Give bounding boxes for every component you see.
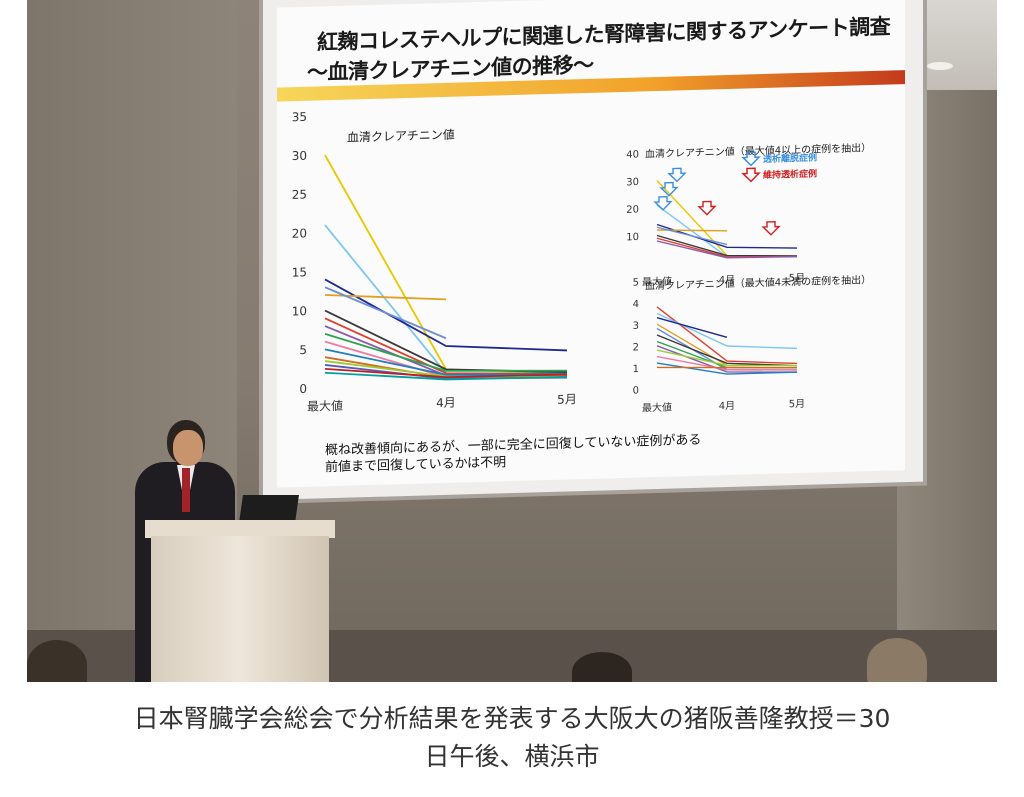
y-tick-label: 2	[633, 342, 639, 353]
photo-caption: 日本腎臓学会総会で分析結果を発表する大阪大の猪阪善隆教授＝30 日午後、横浜市	[0, 700, 1024, 776]
chart-title: 血清クレアチニン値	[347, 127, 455, 145]
x-tick-label: 5月	[789, 398, 805, 410]
caption-line-2: 日午後、横浜市	[424, 742, 600, 771]
legend-label: 透析離脱症例	[763, 152, 817, 166]
speaker-face	[173, 430, 203, 466]
series-line	[324, 348, 568, 376]
y-tick-label: 15	[292, 265, 307, 279]
audience-head	[867, 638, 927, 682]
y-tick-label: 20	[626, 204, 639, 215]
series-line	[656, 366, 798, 369]
y-tick-label: 40	[626, 149, 639, 160]
series-line	[324, 371, 568, 381]
series-line	[656, 355, 798, 371]
series-line	[656, 226, 728, 246]
y-tick-label: 35	[292, 110, 307, 124]
y-tick-label: 5	[633, 277, 639, 288]
y-tick-label: 4	[633, 299, 639, 310]
x-tick-label: 5月	[557, 392, 577, 407]
x-tick-label: 4月	[436, 396, 456, 411]
series-line	[656, 312, 798, 350]
podium	[151, 536, 329, 682]
y-tick-label: 30	[626, 177, 639, 188]
series-line	[656, 317, 728, 339]
series-line	[324, 333, 568, 372]
podium-top	[145, 520, 335, 538]
speaker-tie	[182, 468, 190, 512]
y-tick-label: 1	[633, 364, 639, 375]
case-arrow-icon	[653, 195, 673, 211]
x-tick-label: 最大値	[642, 275, 672, 289]
ceiling-light	[927, 62, 953, 70]
x-tick-label: 4月	[719, 274, 735, 286]
y-tick-label: 0	[633, 385, 639, 396]
series-line	[656, 240, 798, 259]
series-line	[656, 306, 798, 365]
projection-screen: 紅麹コレステヘルプに関連した腎障害に関するアンケート調査 ～血清クレアチニン値の…	[263, 0, 923, 501]
series-line	[656, 334, 798, 367]
x-tick-label: 最大値	[642, 401, 672, 415]
y-tick-label: 0	[299, 382, 307, 396]
series-line	[324, 278, 568, 352]
audience-head	[27, 640, 87, 682]
y-tick-label: 10	[626, 232, 639, 243]
series-line	[656, 362, 797, 375]
legend-arrow-icon	[741, 167, 761, 183]
y-tick-label: 20	[292, 226, 307, 240]
audience-head	[572, 652, 632, 682]
slide-title: 紅麹コレステヘルプに関連した腎障害に関するアンケート調査	[317, 14, 891, 55]
case-arrow-icon	[761, 220, 781, 236]
x-tick-label: 5月	[789, 272, 805, 284]
slide: 紅麹コレステヘルプに関連した腎障害に関するアンケート調査 ～血清クレアチニン値の…	[277, 0, 905, 488]
series-line	[656, 349, 798, 367]
laptop	[239, 495, 299, 523]
y-tick-label: 5	[299, 343, 307, 357]
legend-label: 維持透析症例	[763, 168, 817, 182]
x-tick-label: 最大値	[307, 398, 343, 414]
case-arrow-icon	[659, 181, 679, 197]
case-arrow-icon	[697, 200, 717, 216]
chart-title: 血清クレアチニン値（最大値4未満の症例を抽出）	[645, 273, 871, 292]
photo: 紅麹コレステヘルプに関連した腎障害に関するアンケート調査 ～血清クレアチニン値の…	[27, 0, 997, 682]
series-line	[656, 234, 798, 257]
case-arrow-icon	[667, 167, 687, 183]
series-line	[324, 294, 447, 301]
series-line	[324, 286, 447, 340]
y-tick-label: 30	[292, 149, 307, 163]
y-tick-label: 10	[292, 304, 307, 318]
y-tick-label: 25	[292, 187, 307, 201]
x-tick-label: 4月	[719, 400, 735, 412]
series-line	[324, 367, 568, 379]
series-line	[656, 223, 798, 249]
caption-line-1: 日本腎臓学会総会で分析結果を発表する大阪大の猪阪善隆教授＝30	[133, 704, 891, 733]
legend-arrow-icon	[741, 151, 761, 167]
y-tick-label: 3	[633, 321, 639, 332]
